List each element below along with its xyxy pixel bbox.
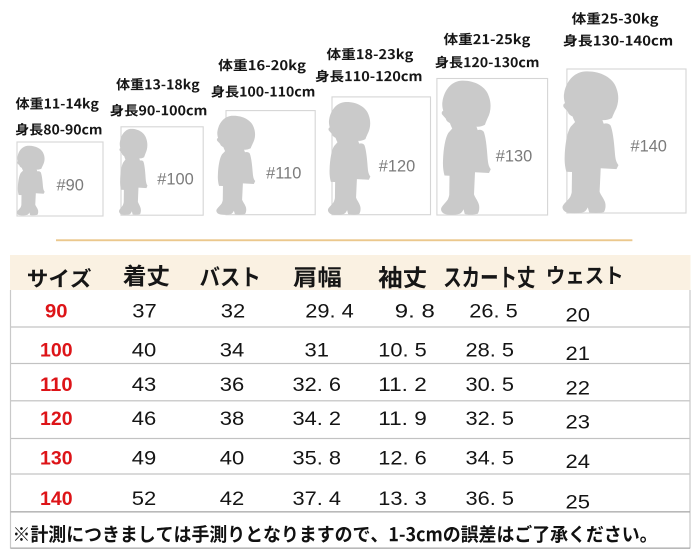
svg-text:34. 5: 34. 5 bbox=[466, 448, 515, 469]
svg-text:40: 40 bbox=[220, 448, 245, 469]
svg-text:30. 5: 30. 5 bbox=[466, 375, 515, 396]
svg-text:28. 5: 28. 5 bbox=[466, 340, 515, 361]
svg-text:90: 90 bbox=[45, 302, 68, 323]
svg-text:12. 6: 12. 6 bbox=[378, 448, 427, 469]
svg-text:38: 38 bbox=[220, 409, 245, 430]
svg-text:32. 5: 32. 5 bbox=[466, 409, 515, 430]
svg-text:#90: #90 bbox=[57, 177, 84, 195]
svg-text:120: 120 bbox=[40, 409, 73, 430]
svg-text:140: 140 bbox=[40, 489, 73, 510]
svg-text:20: 20 bbox=[566, 305, 591, 326]
svg-text:34. 2: 34. 2 bbox=[293, 409, 342, 430]
svg-text:22: 22 bbox=[566, 379, 591, 400]
svg-text:#110: #110 bbox=[266, 164, 301, 182]
svg-text:46: 46 bbox=[132, 409, 157, 430]
svg-text:#120: #120 bbox=[379, 158, 415, 176]
svg-text:23: 23 bbox=[566, 413, 591, 434]
svg-text:11. 2: 11. 2 bbox=[378, 375, 427, 396]
svg-text:10. 5: 10. 5 bbox=[378, 340, 427, 361]
svg-text:24: 24 bbox=[566, 452, 591, 473]
svg-text:31: 31 bbox=[305, 340, 330, 361]
svg-text:100: 100 bbox=[40, 340, 73, 361]
svg-text:25: 25 bbox=[566, 493, 591, 514]
svg-text:21: 21 bbox=[566, 344, 591, 365]
svg-text:35. 8: 35. 8 bbox=[293, 448, 342, 469]
svg-text:36: 36 bbox=[220, 375, 245, 396]
svg-text:37. 4: 37. 4 bbox=[293, 489, 342, 510]
svg-text:32: 32 bbox=[221, 302, 246, 323]
svg-text:42: 42 bbox=[220, 489, 245, 510]
svg-text:9. 8: 9. 8 bbox=[395, 302, 435, 323]
svg-text:11. 9: 11. 9 bbox=[378, 409, 427, 430]
svg-text:#130: #130 bbox=[496, 148, 532, 166]
svg-text:49: 49 bbox=[132, 448, 157, 469]
svg-text:26. 5: 26. 5 bbox=[469, 302, 518, 323]
svg-text:36. 5: 36. 5 bbox=[466, 489, 515, 510]
svg-text:29. 4: 29. 4 bbox=[305, 302, 354, 323]
svg-text:#100: #100 bbox=[157, 170, 193, 188]
svg-text:13. 3: 13. 3 bbox=[378, 489, 427, 510]
svg-text:40: 40 bbox=[132, 340, 157, 361]
svg-text:110: 110 bbox=[40, 375, 73, 396]
svg-text:43: 43 bbox=[132, 375, 157, 396]
svg-text:130: 130 bbox=[40, 448, 73, 469]
svg-text:32. 6: 32. 6 bbox=[293, 375, 342, 396]
svg-text:#140: #140 bbox=[630, 138, 666, 156]
svg-text:52: 52 bbox=[132, 489, 157, 510]
svg-text:37: 37 bbox=[132, 302, 157, 323]
svg-text:34: 34 bbox=[220, 340, 245, 361]
